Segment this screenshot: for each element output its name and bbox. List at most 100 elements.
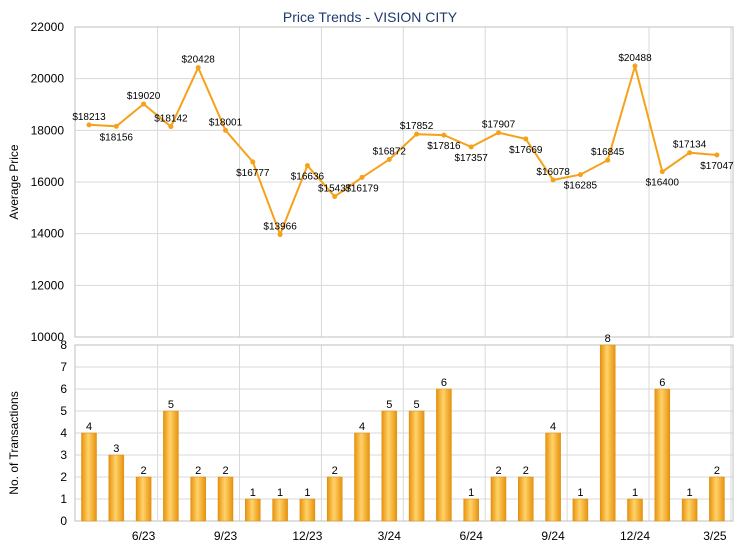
price-point (577, 172, 583, 178)
price-data-label: $16872 (373, 146, 407, 157)
transactions-bar-label: 2 (222, 465, 228, 477)
price-point (550, 177, 556, 183)
transactions-x-tick-label: 12/24 (620, 529, 650, 543)
transactions-bar (135, 476, 152, 522)
transactions-y-tick-label: 1 (60, 492, 67, 506)
price-point (86, 122, 92, 128)
transactions-bar-label: 6 (441, 377, 447, 389)
transactions-bar-label: 1 (250, 487, 256, 499)
price-y-tick-label: 16000 (31, 175, 65, 189)
price-data-label: $18156 (100, 132, 134, 143)
price-data-label: $20428 (182, 55, 216, 66)
price-data-label: $17816 (427, 141, 461, 152)
transactions-bar-label: 2 (195, 465, 201, 477)
transactions-y-ticks: 0 1 2 3 4 5 6 7 8 (60, 338, 67, 528)
price-point (195, 65, 201, 71)
transactions-bar-label: 5 (414, 399, 420, 411)
transactions-bar (627, 498, 643, 522)
transactions-bar-label: 1 (632, 487, 638, 499)
transactions-bar-label: 2 (523, 465, 529, 477)
price-y-tick-label: 20000 (31, 72, 65, 86)
transactions-y-tick-label: 2 (60, 470, 67, 484)
transactions-bar (81, 432, 97, 522)
price-point (659, 169, 665, 175)
price-data-label: $17907 (482, 120, 516, 131)
price-point (441, 132, 447, 138)
transactions-x-tick-label: 3/24 (378, 529, 402, 543)
price-data-label: $20488 (618, 53, 652, 64)
transactions-bar (436, 388, 452, 522)
transactions-bars: 4 3 2 5 2 2 1 1 1 2 4 5 5 6 1 2 2 4 1 8 1 6 1 2 (81, 333, 725, 522)
price-data-label: $16179 (345, 183, 379, 194)
price-data-labels: $18213 $18156 $19020 $18142 $20428 $18001 $167… (72, 53, 734, 232)
price-data-label: $16285 (564, 181, 598, 192)
price-point (359, 174, 365, 180)
price-data-label: $17134 (673, 140, 707, 151)
price-data-label: $17669 (509, 145, 543, 156)
price-line-series (86, 62, 720, 238)
transactions-bar-label: 1 (577, 487, 583, 499)
transactions-x-tick-label: 3/25 (703, 529, 727, 543)
price-data-label: $18001 (209, 117, 243, 128)
transactions-bar (217, 476, 234, 522)
price-point (468, 144, 474, 150)
transactions-bar-label: 6 (659, 377, 665, 389)
transactions-y-tick-label: 0 (60, 514, 67, 528)
transactions-x-tick-label: 6/24 (460, 529, 484, 543)
transactions-bar-label: 1 (304, 487, 310, 499)
price-data-label: $19020 (127, 91, 161, 102)
transactions-y-tick-label: 4 (60, 426, 67, 440)
price-point (250, 159, 256, 165)
price-y-tick-label: 10000 (31, 330, 65, 344)
transactions-plot-frame (74, 344, 734, 522)
transactions-bar-label: 8 (605, 333, 611, 345)
price-point (386, 156, 392, 162)
price-point (687, 150, 693, 156)
price-grid (75, 26, 733, 338)
transactions-bar (654, 388, 671, 522)
price-data-label: $16636 (291, 172, 325, 183)
price-point (223, 127, 228, 133)
transactions-x-tick-label: 6/23 (132, 529, 156, 543)
price-y-tick-label: 18000 (31, 123, 65, 137)
price-data-label: $16777 (236, 168, 270, 179)
transactions-x-tick-label: 12/23 (292, 529, 322, 543)
transactions-bar (381, 410, 398, 522)
transactions-bar-label: 4 (86, 421, 92, 433)
price-y-tick-label: 14000 (31, 227, 65, 241)
transactions-y-tick-label: 3 (60, 448, 67, 462)
transactions-bar (408, 410, 425, 522)
price-point (332, 194, 338, 200)
transactions-x-tick-label: 9/23 (214, 529, 238, 543)
transactions-y-tick-label: 8 (60, 338, 67, 352)
transactions-bar (490, 476, 507, 522)
price-point (141, 101, 147, 107)
price-plot-frame (74, 26, 734, 338)
price-data-label: $17357 (455, 153, 489, 164)
transactions-bar (245, 498, 261, 522)
transactions-bar (326, 476, 343, 522)
transactions-bar-label: 4 (359, 421, 365, 433)
price-data-label: $18213 (72, 112, 106, 123)
transactions-bar-label: 4 (550, 421, 556, 433)
transactions-bar (163, 410, 179, 522)
price-point (632, 63, 638, 69)
price-data-label: $16078 (536, 167, 570, 178)
price-y-tick-label: 12000 (31, 278, 65, 292)
transactions-bar-label: 5 (386, 399, 392, 411)
price-y-ticks: 10000 12000 14000 16000 18000 20000 22000 (31, 20, 65, 344)
price-data-label: $15437 (318, 184, 352, 195)
price-data-label: $18142 (154, 114, 188, 125)
transactions-y-tick-label: 5 (60, 404, 67, 418)
transactions-bar (190, 476, 206, 522)
price-data-label: $16845 (591, 147, 625, 158)
price-point (304, 163, 310, 169)
transactions-bar-label: 5 (168, 399, 174, 411)
transactions-bar-label: 1 (468, 487, 474, 499)
transactions-bar (463, 498, 479, 522)
price-point (168, 124, 174, 130)
price-data-label: $13966 (263, 222, 297, 233)
price-point (714, 152, 720, 158)
